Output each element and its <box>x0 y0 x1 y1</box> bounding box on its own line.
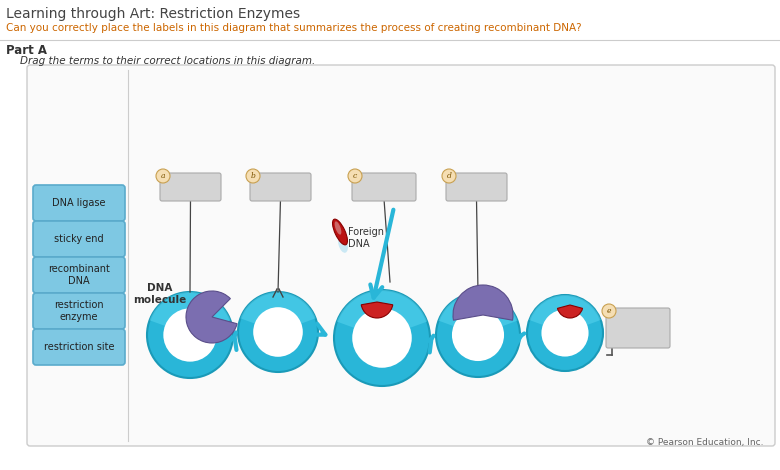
Wedge shape <box>150 292 230 335</box>
FancyBboxPatch shape <box>446 173 507 201</box>
Text: Foreign
DNA: Foreign DNA <box>348 227 384 249</box>
Wedge shape <box>453 285 513 320</box>
FancyBboxPatch shape <box>606 308 670 348</box>
FancyBboxPatch shape <box>250 173 311 201</box>
Text: © Pearson Education, Inc.: © Pearson Education, Inc. <box>647 438 764 447</box>
Circle shape <box>238 292 318 372</box>
Circle shape <box>348 169 362 183</box>
FancyBboxPatch shape <box>352 173 416 201</box>
Text: b: b <box>250 172 255 180</box>
Wedge shape <box>530 295 601 333</box>
Wedge shape <box>438 293 517 335</box>
Text: c: c <box>353 172 357 180</box>
Circle shape <box>254 307 303 357</box>
FancyBboxPatch shape <box>33 293 125 329</box>
Circle shape <box>156 169 170 183</box>
Text: a: a <box>161 172 165 180</box>
Text: e: e <box>607 307 612 315</box>
Text: Drag the terms to their correct locations in this diagram.: Drag the terms to their correct location… <box>20 56 315 66</box>
Circle shape <box>147 292 233 378</box>
Text: d: d <box>447 172 452 180</box>
FancyBboxPatch shape <box>27 65 775 446</box>
Circle shape <box>541 309 589 357</box>
Circle shape <box>246 169 260 183</box>
Wedge shape <box>558 305 583 318</box>
FancyBboxPatch shape <box>33 257 125 293</box>
Circle shape <box>452 309 504 361</box>
Text: Can you correctly place the labels in this diagram that summarizes the process o: Can you correctly place the labels in th… <box>6 23 582 33</box>
Text: restriction
enzyme: restriction enzyme <box>54 300 104 322</box>
Ellipse shape <box>335 221 342 235</box>
Ellipse shape <box>338 235 348 253</box>
Circle shape <box>334 290 430 386</box>
FancyBboxPatch shape <box>33 221 125 257</box>
FancyBboxPatch shape <box>33 185 125 221</box>
Wedge shape <box>337 290 427 338</box>
Circle shape <box>442 169 456 183</box>
Wedge shape <box>240 292 316 332</box>
FancyBboxPatch shape <box>160 173 221 201</box>
Text: DNA
molecule: DNA molecule <box>133 283 186 305</box>
Circle shape <box>602 304 616 318</box>
FancyBboxPatch shape <box>33 329 125 365</box>
Circle shape <box>436 293 520 377</box>
Text: restriction site: restriction site <box>44 342 114 352</box>
Text: Part A: Part A <box>6 44 47 57</box>
Circle shape <box>163 308 217 361</box>
Text: DNA ligase: DNA ligase <box>52 198 106 208</box>
Text: sticky end: sticky end <box>54 234 104 244</box>
Text: recombinant
DNA: recombinant DNA <box>48 264 110 286</box>
Circle shape <box>527 295 603 371</box>
Wedge shape <box>186 291 237 343</box>
Ellipse shape <box>332 219 347 245</box>
Circle shape <box>353 308 412 368</box>
Text: Learning through Art: Restriction Enzymes: Learning through Art: Restriction Enzyme… <box>6 7 300 21</box>
Wedge shape <box>361 302 393 318</box>
